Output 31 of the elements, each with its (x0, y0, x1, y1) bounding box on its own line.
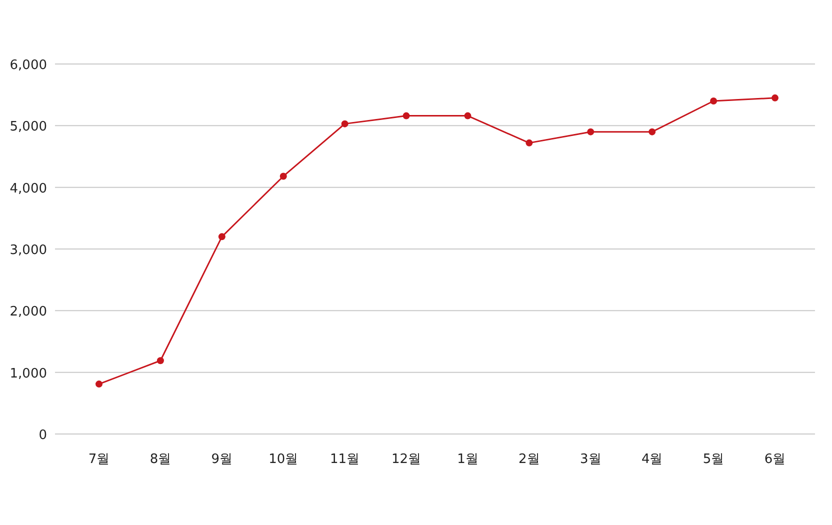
point (156, 357, 164, 364)
y-tick-label: 1,000 (10, 366, 47, 382)
point (587, 128, 594, 136)
x-tick-label: 8월 (150, 452, 172, 467)
x-tick-label: 2월 (518, 452, 540, 467)
y-tick-label: 4,000 (10, 181, 47, 196)
point (402, 112, 410, 120)
point (772, 94, 778, 102)
x-tick-label: 4월 (641, 452, 663, 467)
x-tick-label: 1월 (457, 452, 478, 467)
y-tick-label: 5,000 (10, 120, 47, 135)
x-tick-label: 5월 (702, 452, 724, 467)
x-tick-label: 10월 (268, 452, 298, 467)
point (280, 172, 287, 180)
y-tick-label: 0 (38, 428, 47, 443)
point (96, 380, 102, 388)
y-tick-label: 2,000 (10, 304, 47, 320)
point (341, 120, 348, 128)
point (648, 128, 656, 136)
point (526, 139, 533, 146)
x-tick-label: 12월 (392, 452, 422, 467)
point (464, 112, 472, 120)
point (710, 98, 718, 104)
x-tick-label: 3월 (580, 452, 602, 467)
y-tick-label: 3,000 (10, 243, 47, 258)
x-tick-label: 11월 (330, 452, 360, 467)
y-tick-label: 6,000 (10, 58, 47, 73)
point (218, 233, 226, 240)
x-tick-label: 6월 (764, 452, 786, 467)
x-tick-label: 7월 (88, 452, 110, 467)
x-tick-label: 9월 (211, 452, 233, 467)
